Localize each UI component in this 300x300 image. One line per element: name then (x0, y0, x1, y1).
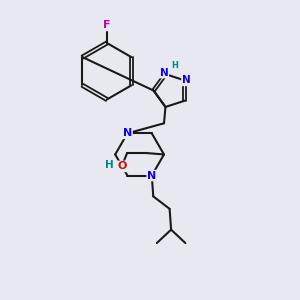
Text: O: O (117, 161, 127, 171)
Text: H: H (172, 61, 178, 70)
Text: N: N (160, 68, 168, 78)
Text: N: N (147, 171, 156, 181)
Text: N: N (123, 128, 132, 138)
Text: N: N (182, 75, 190, 85)
Text: F: F (103, 20, 111, 30)
Text: H: H (105, 160, 114, 170)
